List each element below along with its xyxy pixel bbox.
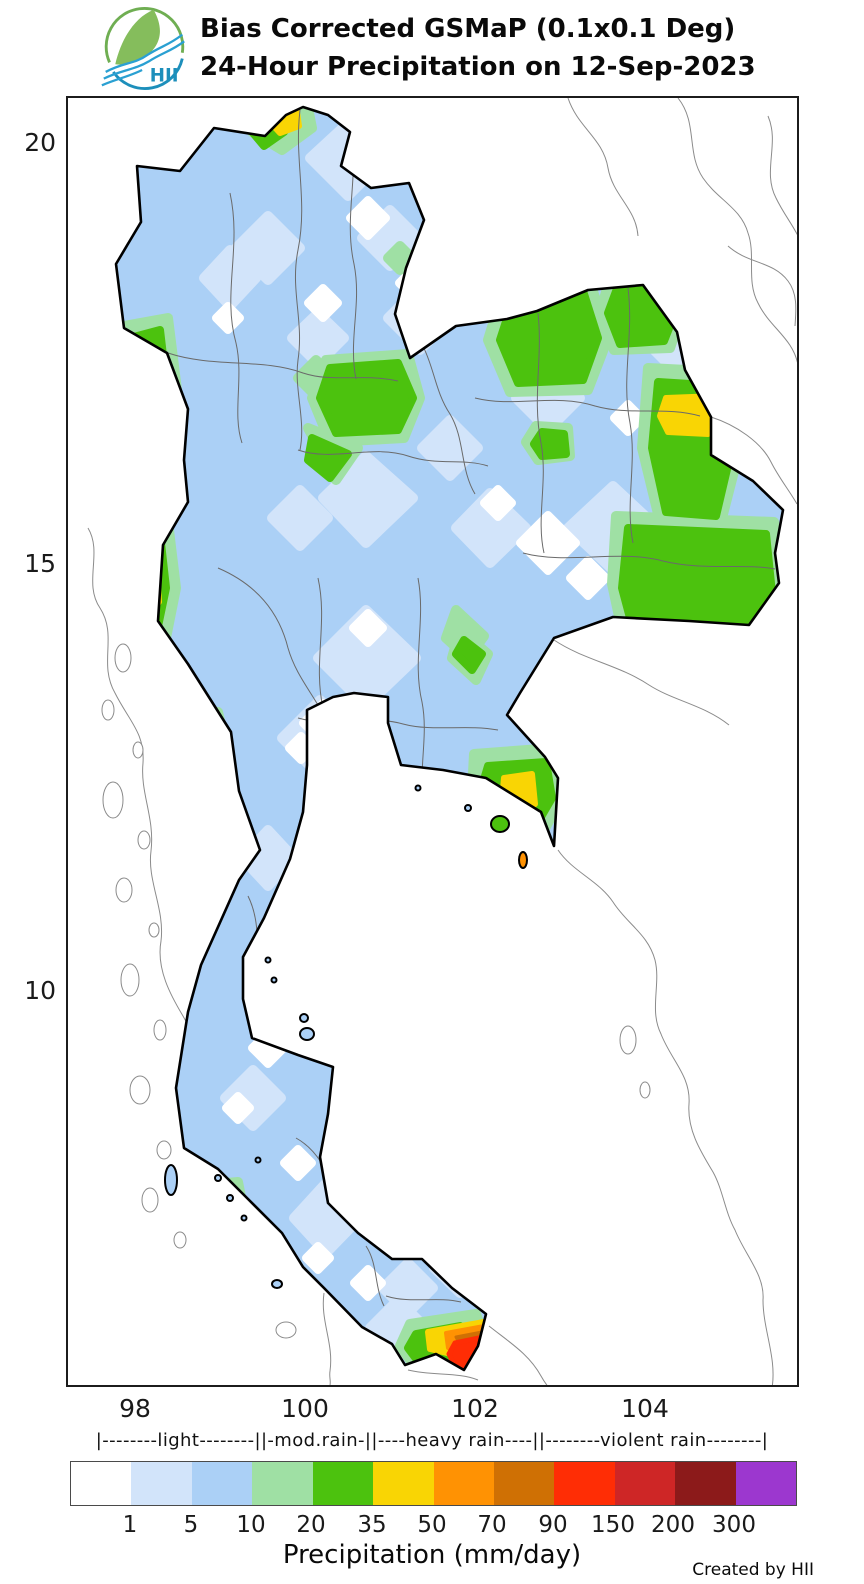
rain-class-legend: |--------light--------||-mod.rain-||----… bbox=[95, 1430, 769, 1451]
colorbar-tick-50: 50 bbox=[417, 1512, 447, 1538]
logo-waves bbox=[101, 33, 185, 87]
logo-text: HII bbox=[150, 66, 179, 87]
colorbar-tick-5: 5 bbox=[183, 1512, 199, 1538]
neighbor-borders bbox=[87, 98, 797, 1385]
x-tick-label-102: 102 bbox=[451, 1394, 499, 1423]
title-line1: Bias Corrected GSMaP (0.1x0.1 Deg) bbox=[200, 14, 736, 44]
colorbar-segment bbox=[131, 1462, 192, 1505]
y-tick-label-15: 15 bbox=[24, 549, 56, 578]
colorbar-segment bbox=[493, 1462, 555, 1505]
logo-arc-teal bbox=[112, 58, 184, 90]
colorbar-segment bbox=[614, 1462, 676, 1505]
x-tick-label-100: 100 bbox=[281, 1394, 329, 1423]
colorbar-segment bbox=[191, 1462, 253, 1505]
precipitation-colorbar bbox=[70, 1461, 797, 1506]
colorbar-tick-20: 20 bbox=[296, 1512, 326, 1538]
colorbar-tick-70: 70 bbox=[477, 1512, 507, 1538]
colorbar-tick-300: 300 bbox=[712, 1512, 756, 1538]
colorbar-tick-200: 200 bbox=[651, 1512, 695, 1538]
colorbar-tick-35: 35 bbox=[357, 1512, 387, 1538]
y-tick-label-20: 20 bbox=[24, 128, 56, 157]
colorbar-segment bbox=[675, 1462, 736, 1505]
y-tick-label-10: 10 bbox=[24, 976, 56, 1005]
colorbar-segment bbox=[433, 1462, 494, 1505]
title-line2: 24-Hour Precipitation on 12-Sep-2023 bbox=[200, 52, 756, 82]
colorbar-segment bbox=[735, 1462, 797, 1505]
colorbar-tick-1: 1 bbox=[122, 1512, 138, 1538]
colorbar-tick-10: 10 bbox=[236, 1512, 266, 1538]
colorbar-tick-90: 90 bbox=[538, 1512, 568, 1538]
islands bbox=[164, 784, 528, 1289]
page-title: Bias Corrected GSMaP (0.1x0.1 Deg) 24-Ho… bbox=[200, 10, 756, 86]
colorbar-segment bbox=[312, 1462, 374, 1505]
logo-leaf bbox=[115, 9, 160, 65]
hii-logo: HII bbox=[101, 6, 185, 90]
thailand-outline bbox=[114, 105, 785, 1372]
colorbar-tick-150: 150 bbox=[591, 1512, 635, 1538]
credit-text: Created by HII bbox=[692, 1560, 814, 1580]
logo-arc-green bbox=[104, 6, 185, 63]
colorbar-segment bbox=[252, 1462, 313, 1505]
colorbar-segment bbox=[373, 1462, 434, 1505]
x-tick-label-104: 104 bbox=[621, 1394, 669, 1423]
colorbar-segment bbox=[554, 1462, 615, 1505]
colorbar-segment bbox=[71, 1462, 132, 1505]
map-frame bbox=[66, 96, 799, 1387]
thailand-precipitation-map bbox=[87, 98, 797, 1385]
colorbar-axis-label: Precipitation (mm/day) bbox=[282, 1540, 582, 1570]
x-tick-label-98: 98 bbox=[119, 1394, 151, 1423]
